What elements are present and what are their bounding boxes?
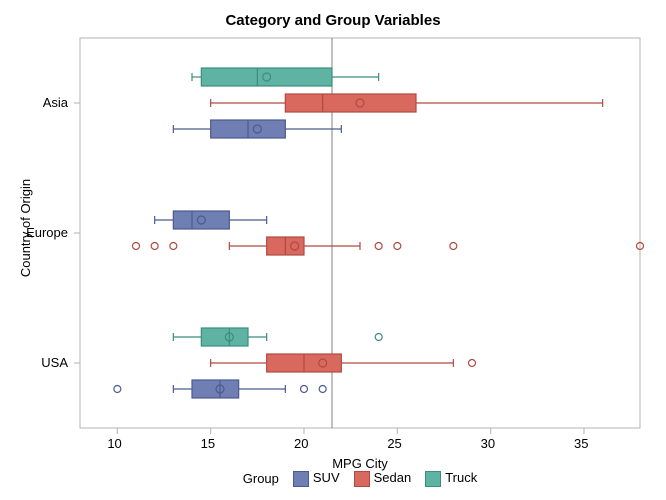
legend-swatch: [354, 471, 370, 487]
chart-container: Category and Group Variables Country of …: [0, 0, 666, 500]
y-category-label: Europe: [0, 225, 68, 240]
x-tick-label: 35: [574, 436, 588, 451]
legend-swatch: [425, 471, 441, 487]
legend-label: Truck: [445, 470, 477, 485]
legend-item: Truck: [425, 470, 477, 487]
legend-title: Group: [243, 471, 279, 486]
x-tick-label: 30: [481, 436, 495, 451]
legend-item: SUV: [293, 470, 340, 487]
legend-label: Sedan: [374, 470, 412, 485]
legend-swatch: [293, 471, 309, 487]
x-axis-label: MPG City: [80, 456, 640, 471]
plot-svg: [0, 0, 666, 500]
x-tick-label: 15: [201, 436, 215, 451]
x-tick-label: 25: [387, 436, 401, 451]
legend-item: Sedan: [354, 470, 412, 487]
x-tick-label: 20: [294, 436, 308, 451]
y-category-label: Asia: [0, 95, 68, 110]
x-tick-label: 10: [107, 436, 121, 451]
y-category-label: USA: [0, 355, 68, 370]
legend: Group SUV Sedan Truck: [80, 470, 640, 487]
legend-label: SUV: [313, 470, 340, 485]
